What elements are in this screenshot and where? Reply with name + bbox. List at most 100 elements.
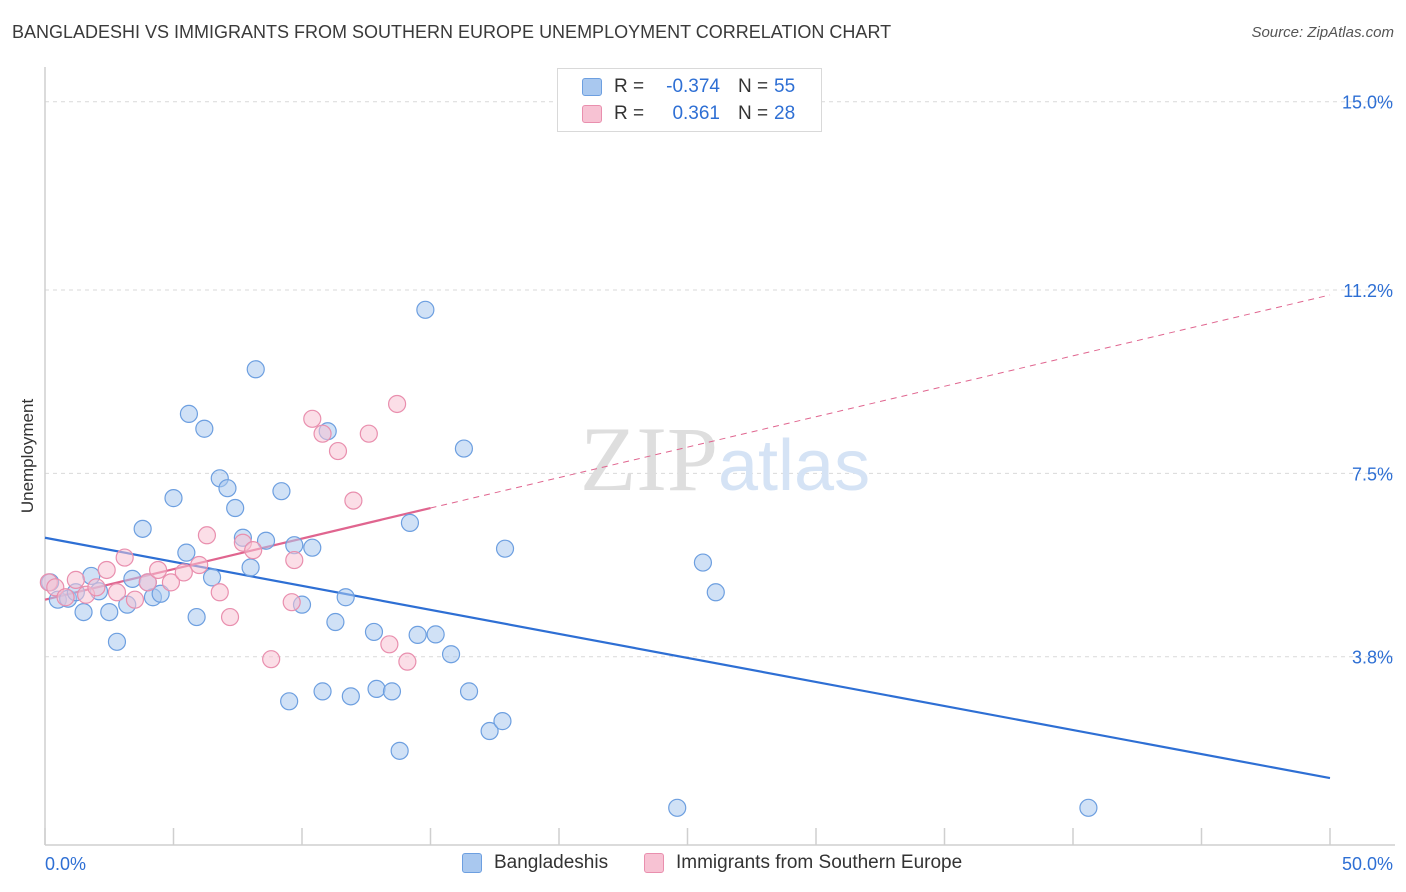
- point-southern-europe: [87, 578, 106, 597]
- point-bangladeshis: [367, 679, 386, 699]
- legend-n-label: N =: [738, 103, 769, 124]
- point-bangladeshis: [187, 607, 206, 627]
- point-bangladeshis: [177, 543, 196, 562]
- legend-r-label: R =: [614, 103, 645, 124]
- point-bangladeshis: [706, 583, 725, 602]
- point-bangladeshis: [123, 569, 142, 588]
- point-bangladeshis: [195, 419, 214, 438]
- point-bangladeshis: [341, 687, 360, 706]
- point-southern-europe: [380, 635, 399, 654]
- trend-line: [44, 536, 1331, 780]
- bottom-legend-label: Immigrants from Southern Europe: [676, 852, 963, 873]
- axes: [44, 67, 1395, 846]
- point-bangladeshis: [668, 798, 687, 817]
- point-southern-europe: [344, 491, 363, 510]
- data-points: [39, 300, 1098, 817]
- point-southern-europe: [107, 583, 127, 602]
- point-bangladeshis: [226, 498, 245, 518]
- point-southern-europe: [197, 526, 217, 545]
- point-bangladeshis: [280, 692, 299, 711]
- point-bangladeshis: [416, 300, 435, 319]
- watermark-zip: ZIP: [580, 408, 718, 510]
- x-tick-label-end: 50.0%: [1342, 854, 1393, 874]
- point-bangladeshis: [218, 479, 237, 498]
- point-southern-europe: [359, 424, 378, 443]
- bottom-legend-swatch-blue: [462, 853, 482, 873]
- point-bangladeshis: [400, 513, 420, 532]
- point-southern-europe: [161, 573, 181, 592]
- point-bangladeshis: [313, 682, 332, 701]
- chart-title: BANGLADESHI VS IMMIGRANTS FROM SOUTHERN …: [12, 22, 892, 42]
- point-bangladeshis: [179, 404, 199, 423]
- watermark: ZIP atlas: [580, 408, 870, 510]
- legend-n-label: N =: [738, 76, 769, 97]
- source-note: Source: ZipAtlas.com: [1251, 24, 1394, 41]
- point-bangladeshis: [151, 584, 170, 603]
- point-southern-europe: [56, 588, 75, 607]
- point-southern-europe: [398, 652, 417, 671]
- point-southern-europe: [190, 555, 209, 575]
- point-bangladeshis: [303, 538, 322, 557]
- correlation-legend: R = -0.374 N = 55 R = 0.361 N = 28: [557, 68, 822, 132]
- watermark-atlas: atlas: [718, 426, 870, 506]
- point-bangladeshis: [459, 682, 479, 701]
- point-southern-europe: [387, 394, 407, 414]
- point-southern-europe: [282, 593, 301, 612]
- point-southern-europe: [97, 560, 116, 580]
- point-bangladeshis: [202, 568, 222, 587]
- point-southern-europe: [328, 441, 348, 461]
- point-southern-europe: [174, 563, 193, 582]
- point-bangladeshis: [133, 519, 152, 538]
- point-southern-europe: [125, 590, 145, 609]
- point-bangladeshis: [107, 632, 127, 651]
- legend-r-value: 0.361: [672, 103, 720, 124]
- point-bangladeshis: [364, 622, 384, 642]
- point-bangladeshis: [1079, 798, 1098, 817]
- legend-row-bangladeshis: R = -0.374 N = 55: [582, 75, 795, 99]
- bottom-legend-bangladeshis: Bangladeshis: [462, 852, 608, 874]
- point-bangladeshis: [272, 482, 291, 501]
- bottom-legend-swatch-pink: [644, 853, 664, 873]
- point-bangladeshis: [408, 625, 427, 644]
- legend-r-value: -0.374: [666, 76, 720, 97]
- point-southern-europe: [138, 573, 157, 592]
- legend-swatch-blue: [582, 78, 602, 96]
- point-bangladeshis: [454, 439, 474, 458]
- y-tick-label: 11.2%: [1343, 281, 1393, 301]
- point-southern-europe: [313, 424, 332, 443]
- point-southern-europe: [220, 607, 240, 627]
- point-southern-europe: [303, 409, 322, 428]
- point-southern-europe: [115, 548, 134, 567]
- point-bangladeshis: [100, 602, 119, 622]
- legend-row-southern-europe: R = 0.361 N = 28: [582, 102, 795, 126]
- point-southern-europe: [262, 650, 281, 669]
- y-tick-label: 3.8%: [1352, 648, 1393, 668]
- point-bangladeshis: [390, 741, 409, 760]
- y-tick-label: 15.0%: [1342, 93, 1393, 113]
- legend-r-label: R =: [614, 76, 645, 97]
- point-southern-europe: [244, 541, 263, 560]
- point-southern-europe: [66, 570, 85, 589]
- point-bangladeshis: [74, 602, 93, 622]
- point-bangladeshis: [241, 558, 260, 577]
- point-bangladeshis: [495, 539, 515, 558]
- point-bangladeshis: [326, 612, 345, 632]
- tick-labels: 3.8% 7.5% 11.2% 15.0% 0.0% 50.0%: [45, 93, 1393, 874]
- point-southern-europe: [148, 560, 168, 580]
- y-tick-label: 7.5%: [1352, 464, 1393, 484]
- point-bangladeshis: [480, 721, 499, 741]
- y-axis-label: Unemployment: [18, 398, 37, 514]
- point-bangladeshis: [441, 645, 461, 664]
- bottom-legend-label: Bangladeshis: [494, 852, 609, 873]
- point-bangladeshis: [493, 712, 512, 731]
- bottom-legend-southern-europe: Immigrants from Southern Europe: [644, 852, 962, 874]
- point-southern-europe: [285, 550, 304, 570]
- trend-line-dashed: [430, 294, 1331, 509]
- legend-n-value: 55: [774, 76, 796, 97]
- point-bangladeshis: [246, 360, 265, 379]
- legend-swatch-pink: [582, 105, 602, 123]
- trend-lines: [44, 294, 1331, 780]
- point-bangladeshis: [336, 588, 355, 607]
- trend-line: [44, 506, 431, 601]
